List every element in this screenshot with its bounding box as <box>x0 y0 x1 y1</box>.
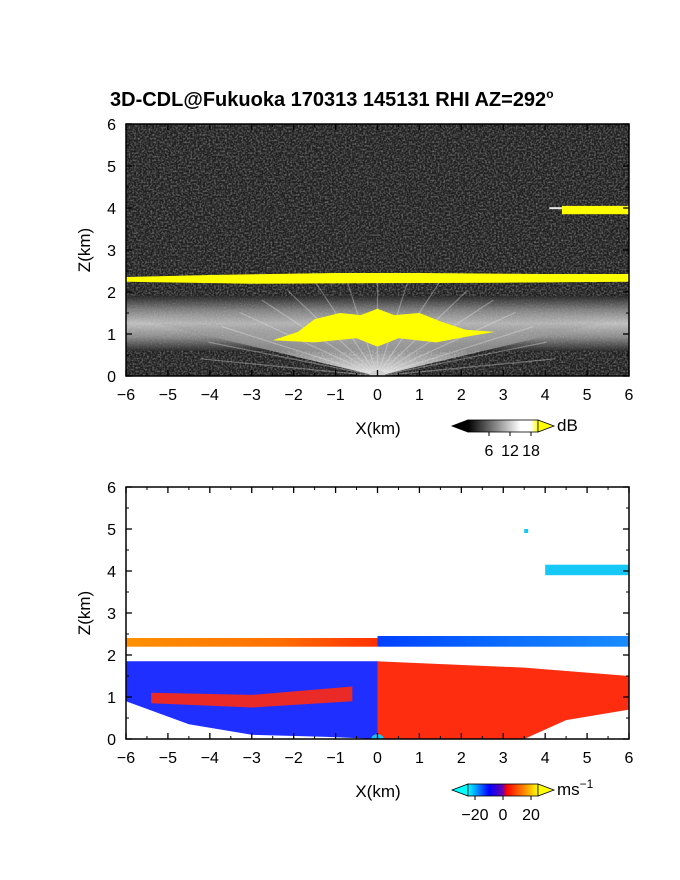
colorbar-ramp <box>467 419 539 433</box>
x-tick-label: 2 <box>457 750 466 767</box>
isolated-echo <box>524 529 529 533</box>
x-tick-label: 4 <box>541 750 550 767</box>
x-tick-label: 5 <box>583 387 592 404</box>
velocity-field <box>126 487 629 739</box>
y-tick-label: 3 <box>107 606 116 623</box>
x-tick-label: 1 <box>415 750 424 767</box>
x-tick-label: 5 <box>583 750 592 767</box>
fan-echo <box>272 308 495 347</box>
y-tick-label: 1 <box>107 327 116 344</box>
y-tick-label: 2 <box>107 648 116 665</box>
x-tick-label: 3 <box>499 387 508 404</box>
y-tick-label: 4 <box>107 564 116 581</box>
x-tick-label: 0 <box>373 387 382 404</box>
x-tick-label: −4 <box>201 387 219 404</box>
layer-4km <box>561 205 629 215</box>
x-tick-label: 6 <box>625 750 634 767</box>
x-tick-label: 4 <box>541 387 550 404</box>
gap <box>126 655 629 660</box>
red-strip-left <box>151 686 353 708</box>
colorbar-unit: ms−1 <box>557 777 594 799</box>
x-tick-label: −3 <box>243 387 261 404</box>
colorbar-tick-label: 6 <box>485 443 494 460</box>
x-tick-label: 0 <box>373 750 382 767</box>
intensity-field <box>126 124 629 376</box>
y-axis-label: Z(km) <box>75 591 94 635</box>
x-tick-label: −6 <box>117 387 135 404</box>
layer-4km-edge <box>549 207 562 210</box>
x-tick-label: 1 <box>415 387 424 404</box>
colorbar: −20 0 20 ms−1 <box>450 777 594 824</box>
x-axis-label: X(km) <box>355 419 400 438</box>
y-tick-label: 4 <box>107 201 116 218</box>
y-tick-label: 0 <box>107 369 116 386</box>
colorbar-ramp <box>467 783 539 797</box>
x-tick-label: 2 <box>457 387 466 404</box>
colorbar-tick-label: 0 <box>499 807 508 824</box>
layer-2km-left <box>126 638 378 647</box>
layer-2km-right <box>377 636 629 647</box>
colorbar-tick-label: 12 <box>501 443 519 460</box>
y-tick-label: 1 <box>107 690 116 707</box>
x-tick-label: −5 <box>159 750 177 767</box>
y-tick-label: 6 <box>107 480 116 497</box>
chart-title: 3D-CDL@Fukuoka 170313 145131 RHI AZ=292o <box>110 87 554 111</box>
y-tick-label: 5 <box>107 159 116 176</box>
colorbar-low-triangle <box>450 419 469 433</box>
x-tick-label: −2 <box>285 387 303 404</box>
x-tick-label: −1 <box>326 387 344 404</box>
y-tick-label: 2 <box>107 285 116 302</box>
colorbar: 6 12 18 dB <box>450 416 578 460</box>
y-tick-label: 3 <box>107 243 116 260</box>
x-tick-label: 3 <box>499 750 508 767</box>
x-tick-label: −2 <box>285 750 303 767</box>
colorbar-tick-label: 20 <box>522 807 540 824</box>
x-tick-label: 6 <box>625 387 634 404</box>
x-axis-label: X(km) <box>355 782 400 801</box>
velocity-panel: −6 −5 −4 −3 −2 −1 0 1 2 3 4 5 6 0 1 2 3 4 5 6 X(km) Z(km) −20 0… <box>75 480 634 824</box>
x-tick-label: −1 <box>326 750 344 767</box>
colorbar-unit: dB <box>557 416 578 435</box>
y-tick-label: 6 <box>107 117 116 134</box>
colorbar-high-triangle <box>537 419 556 433</box>
x-tick-label: −6 <box>117 750 135 767</box>
colorbar-tick-label: 18 <box>522 443 540 460</box>
x-tick-label: −3 <box>243 750 261 767</box>
colorbar-low-triangle <box>450 783 469 797</box>
lower-band-right <box>377 661 629 739</box>
x-tick-label: −5 <box>159 387 177 404</box>
colorbar-tick-label: −20 <box>461 807 488 824</box>
layer-2km <box>126 273 629 284</box>
layer-4km <box>545 564 629 576</box>
y-tick-label: 5 <box>107 522 116 539</box>
y-axis-label: Z(km) <box>75 228 94 272</box>
x-tick-label: −4 <box>201 750 219 767</box>
colorbar-high-triangle <box>537 783 556 797</box>
y-tick-label: 0 <box>107 732 116 749</box>
